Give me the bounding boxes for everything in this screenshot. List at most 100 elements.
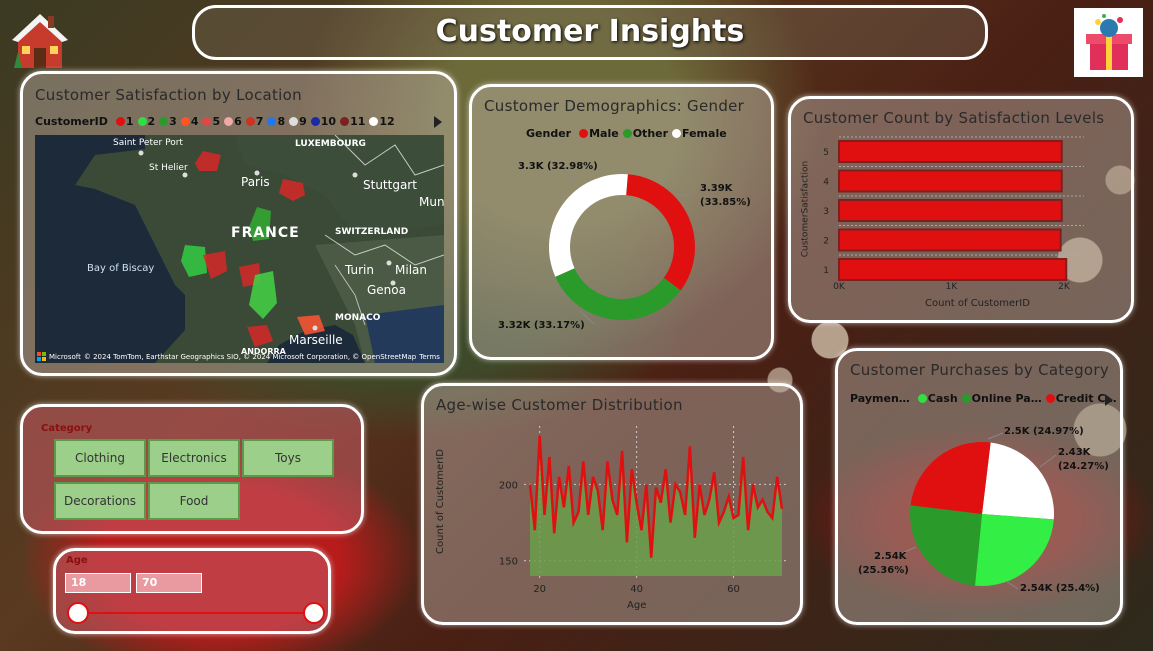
map-panel-title: Customer Satisfaction by Location: [35, 86, 302, 104]
map_panel-legend-label: 6: [234, 115, 242, 128]
purchases-label-bottom: 2.54K (25.4%): [1020, 583, 1100, 594]
age-panel-title: Age-wise Customer Distribution: [436, 396, 683, 414]
x-tick-label: 0K: [833, 282, 846, 292]
y-tick-label: 1: [823, 266, 829, 276]
legend-items: Male Other Female: [575, 127, 727, 140]
purchases-panel: Customer Purchases by Category Paymen… C…: [835, 348, 1123, 625]
legend-title: Gender: [526, 127, 572, 140]
gender-legend: Gender Male Other Female: [526, 127, 727, 140]
gender_panel-legend-dot: [579, 129, 589, 138]
age-filter-label: Age: [66, 555, 88, 566]
map-label-st-helier: St Helier: [149, 163, 188, 173]
category-button-decorations[interactable]: Decorations: [54, 482, 146, 520]
x-tick-label: 20: [533, 584, 546, 595]
gender-label-other: 3.32K (33.17%): [498, 320, 585, 331]
gender_panel-legend-dot: [622, 129, 632, 138]
gender-panel: Customer Demographics: Gender Gender Mal…: [469, 84, 774, 360]
purchases_panel-legend-label: Cash: [927, 392, 958, 405]
purchases_panel-legend-label: Credit C…: [1055, 392, 1117, 405]
legend-next-arrow-icon[interactable]: [433, 114, 443, 128]
purchases-label-left-value: 2.54K: [874, 551, 907, 562]
purchases-label-left-pct: (25.36%): [858, 565, 909, 576]
map_panel-legend-label: 10: [320, 115, 337, 128]
age-xlabel: Age: [627, 600, 647, 611]
leader-line: [1005, 580, 1019, 590]
gender-donut-chart[interactable]: [472, 87, 777, 363]
gender-label-male-pct: (33.85%): [700, 197, 751, 208]
gender_panel-legend-label: Other: [632, 127, 669, 140]
leader-line: [563, 170, 578, 181]
y-tick-label: 3: [823, 207, 829, 217]
pie-slice-0: [982, 442, 1054, 520]
age-slider-max-handle[interactable]: [303, 602, 325, 624]
category-button-electronics[interactable]: Electronics: [148, 439, 240, 477]
map_panel-legend-label: 12: [379, 115, 395, 128]
satisfaction-bar-4: [838, 169, 1063, 193]
age-min-input[interactable]: 18: [65, 573, 131, 593]
leader-line: [901, 546, 917, 554]
gender-panel-title: Customer Demographics: Gender: [484, 97, 745, 115]
category-button-clothing[interactable]: Clothing: [54, 439, 146, 477]
map_panel-legend-label: 11: [350, 115, 366, 128]
map_panel-legend-label: 2: [147, 115, 156, 128]
map-label-bay-of-biscay: Bay of Biscay: [87, 263, 155, 274]
legend-title: Paymen…: [850, 392, 910, 405]
category-button-toys[interactable]: Toys: [242, 439, 334, 477]
age-area-chart[interactable]: 150 200 20 40 60: [424, 386, 806, 628]
category-button-food[interactable]: Food: [148, 482, 240, 520]
map_panel-legend-dot: [180, 117, 190, 126]
map-label-milan: Milan: [395, 263, 427, 277]
microsoft-logo-text: Microsoft: [49, 352, 81, 361]
category-filter-label: Category: [41, 423, 93, 434]
map_panel-legend-label: 3: [169, 115, 177, 128]
satisfaction-bar-2: [838, 228, 1062, 252]
x-tick-label: 60: [727, 584, 740, 595]
map-attribution: Microsoft © 2024 TomTom, Earthstar Geogr…: [37, 352, 440, 361]
map_panel-legend-label: 1: [125, 115, 134, 128]
header-bar: Customer Insights: [192, 5, 988, 60]
map_panel-legend-dot: [115, 117, 125, 126]
map_panel-legend-dot: [340, 117, 350, 126]
purchases_panel-legend-dot: [1045, 394, 1055, 403]
age-max-input[interactable]: 70: [136, 573, 202, 593]
category-filter-panel: Category Clothing Electronics Toys Decor…: [20, 404, 364, 534]
y-tick-label: 150: [499, 557, 518, 568]
donut-slice-other: [555, 268, 681, 320]
map_panel-legend-label: 4: [190, 115, 199, 128]
age-slider-min-handle[interactable]: [67, 602, 89, 624]
map-terms-link[interactable]: Terms: [419, 352, 440, 361]
map_panel-legend-dot: [159, 117, 169, 126]
y-tick-label: 200: [499, 480, 518, 491]
map-label-paris: Paris: [241, 175, 270, 189]
pie-slice-3: [910, 442, 991, 514]
map-attribution-text: © 2024 TomTom, Earthstar Geographics SIO…: [83, 352, 417, 361]
x-tick-label: 40: [630, 584, 643, 595]
legend-next-arrow-icon[interactable]: [1104, 392, 1114, 406]
age-distribution-panel: Age-wise Customer Distribution 150 200 20 4…: [421, 383, 803, 625]
satisfaction-ylabel: CustomerSatisfaction: [800, 160, 811, 258]
map-label-turin: Turin: [345, 263, 374, 277]
x-tick-label: 1K: [946, 282, 959, 292]
legend-items: Cash Online Pa… Credit C…: [914, 392, 1117, 405]
y-tick-label: 2: [823, 237, 829, 247]
map-label-switzerland: SWITZERLAND: [335, 227, 409, 237]
leader-line: [1039, 454, 1057, 468]
gift-icon: [1074, 8, 1143, 77]
age-slider-track[interactable]: [78, 612, 314, 614]
map_panel-legend-label: 5: [212, 115, 221, 128]
donut-slice-male: [626, 174, 695, 291]
x-tick-label: 2K: [1058, 282, 1071, 292]
map_panel-legend-dot: [310, 117, 320, 126]
map-label-luxembourg: LUXEMBOURG: [295, 139, 366, 149]
map-view[interactable]: Saint Peter Port St Helier LUXEMBOURG Pa…: [35, 135, 444, 363]
page-title: Customer Insights: [435, 14, 745, 49]
satisfaction-bar-3: [838, 199, 1063, 222]
y-tick-label: 5: [823, 148, 829, 158]
satisfaction-bar-5: [838, 140, 1063, 163]
purchases-legend: Paymen… Cash Online Pa… Credit C…: [850, 392, 1116, 405]
map-label-mun: Mun: [419, 195, 444, 209]
map-panel: Customer Satisfaction by Location Custom…: [20, 71, 457, 376]
purchases-pie-chart[interactable]: [838, 351, 1126, 628]
satisfaction-bar-chart[interactable]: 5 4 3 2 1 0K 1K 2K: [791, 99, 1137, 326]
map-label-monaco: MONACO: [335, 313, 381, 323]
